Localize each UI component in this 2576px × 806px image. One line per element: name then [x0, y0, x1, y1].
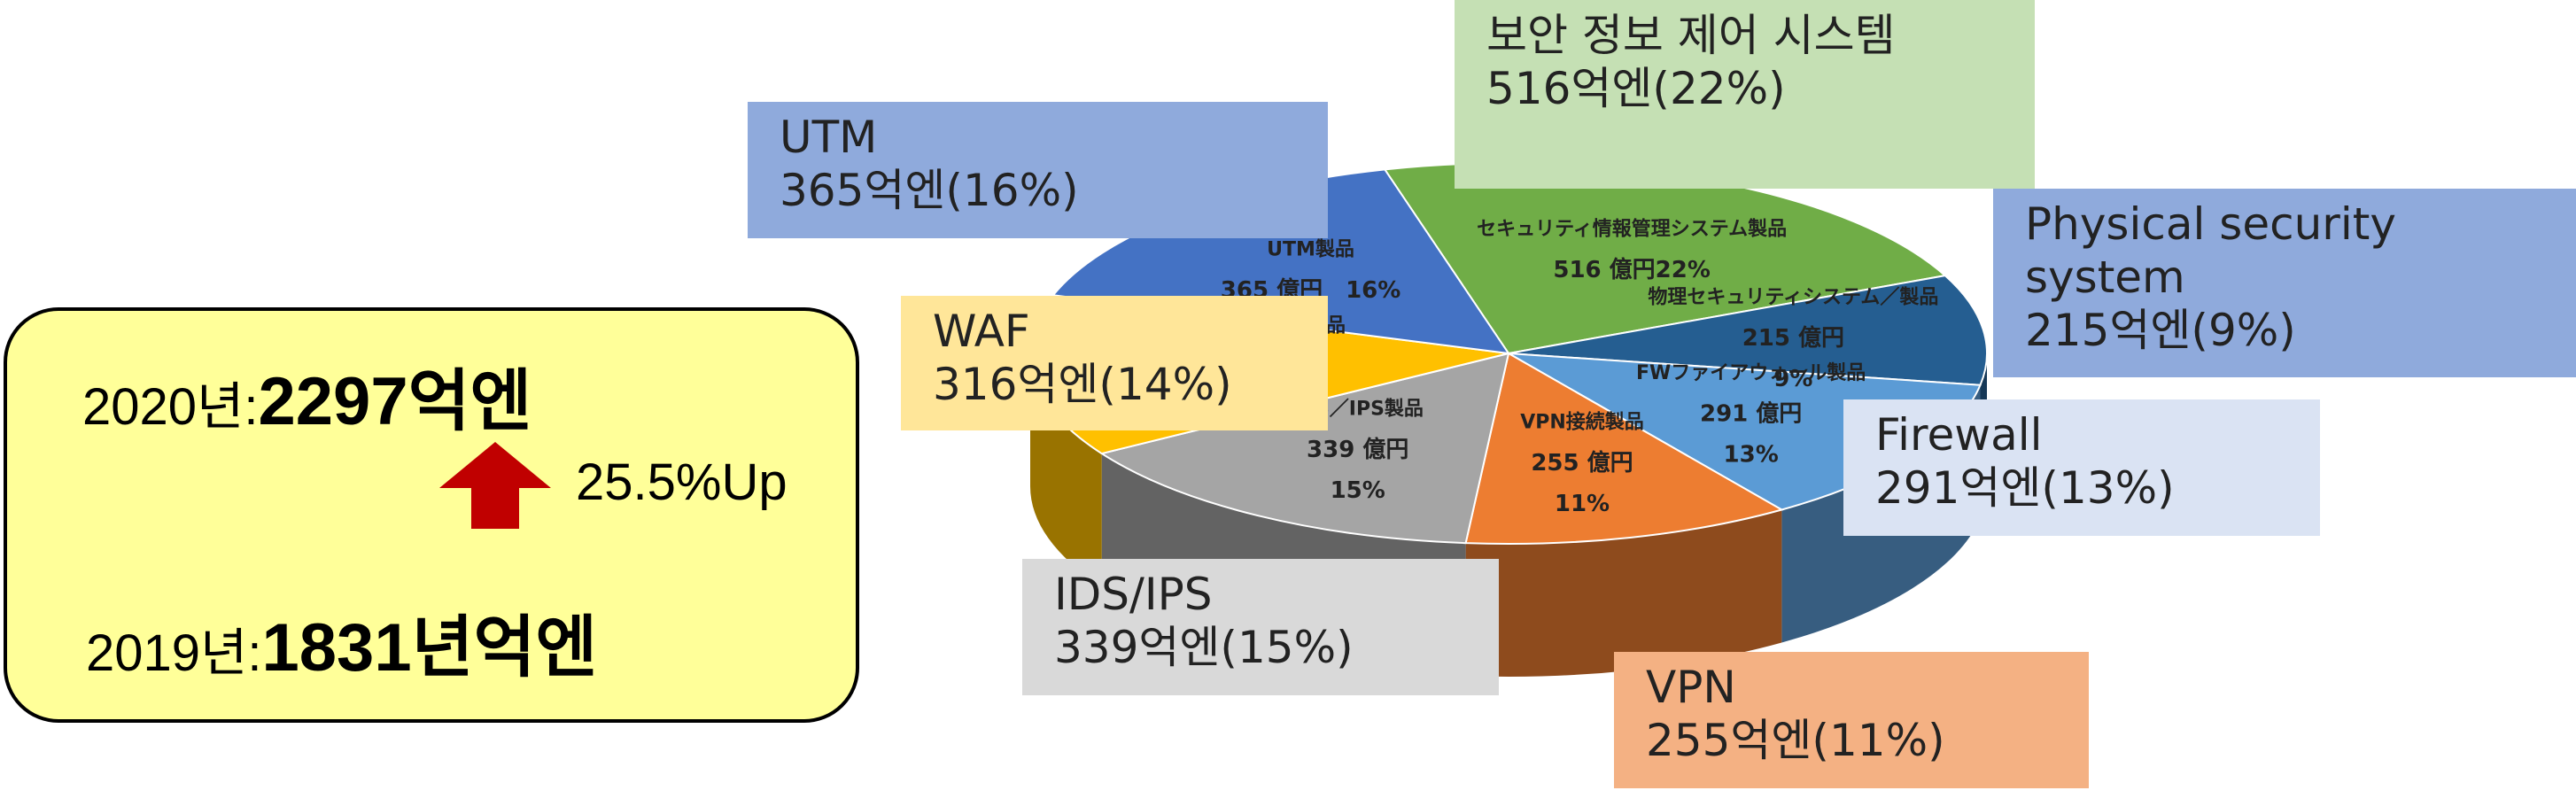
- category-label: Firewall: [1875, 409, 2043, 461]
- slice: [1508, 275, 1988, 386]
- slice-side: [1465, 509, 1782, 678]
- inner-label: 9%: [1773, 366, 1812, 392]
- value-label: 516억엔(22%): [1486, 63, 1786, 114]
- inner-label: VPN接続製品: [1520, 411, 1644, 434]
- inner-label: 339 億円: [1307, 437, 1408, 463]
- change: 25.5%Up: [576, 453, 788, 511]
- slice: [1099, 352, 1510, 545]
- callout: IDS/IPS 339억엔(15%): [1022, 559, 1499, 695]
- value-label: 316억엔(14%): [933, 359, 1232, 410]
- value-label: 291억엔(13%): [1875, 462, 2175, 514]
- inner-label: 13%: [1724, 442, 1779, 469]
- value-label: 215억엔(9%): [2025, 305, 2296, 356]
- up-arrow: [439, 442, 551, 529]
- value-label: 255억엔(11%): [1646, 715, 1945, 766]
- callout: 보안 정보 제어 시스템 516억엔(22%): [1455, 0, 2035, 189]
- category-label: VPN: [1646, 662, 1736, 713]
- current-label: 2020년:: [82, 378, 259, 436]
- category-label: WAF: [933, 306, 1030, 357]
- inner-label: FWファイアウォール製品: [1636, 361, 1866, 384]
- category-label: IDS/IPS: [1054, 569, 1213, 620]
- previous-label: 2019년:: [86, 624, 262, 682]
- callout: UTM 365억엔(16%): [748, 102, 1328, 238]
- current-value: 2297억엔: [258, 364, 532, 439]
- slice: [1464, 352, 1784, 545]
- callout: Physical security system 215억엔(9%): [1993, 189, 2576, 377]
- callout: WAF 316억엔(14%): [901, 296, 1328, 430]
- inner-label: 255 億円: [1531, 450, 1633, 477]
- category-label: UTM: [780, 112, 878, 163]
- previous-value: 1831년억엔: [261, 610, 598, 686]
- previous-line: 2019년:1831년억엔: [86, 593, 597, 690]
- value-label: 339억엔(15%): [1054, 622, 1354, 673]
- inner-label: 291 億円: [1700, 401, 1802, 428]
- inner-label: 11%: [1555, 491, 1610, 517]
- callout: VPN 255억엔(11%): [1614, 652, 2089, 788]
- inner-label: UTM製品: [1267, 238, 1354, 261]
- inner-label: 15%: [1331, 477, 1385, 504]
- value-label: 365억엔(16%): [780, 165, 1079, 216]
- inner-label: セキュリティ情報管理システム製品: [1477, 218, 1787, 241]
- callout: Firewall 291억엔(13%): [1843, 399, 2320, 536]
- category-label: Physical security system: [2025, 198, 2396, 303]
- category-label: 보안 정보 제어 시스템: [1486, 10, 1896, 61]
- inner-label: 215 億円: [1742, 325, 1844, 352]
- inner-label: 516 億円22%: [1553, 257, 1711, 283]
- summary-box: 2020년:2297억엔 25.5%Up 2019년:1831년억엔: [4, 307, 859, 723]
- current-line: 2020년:2297억엔: [82, 346, 531, 444]
- arrow-shape: [439, 442, 551, 529]
- inner-label: 物理セキュリティシステム／製品: [1648, 286, 1938, 309]
